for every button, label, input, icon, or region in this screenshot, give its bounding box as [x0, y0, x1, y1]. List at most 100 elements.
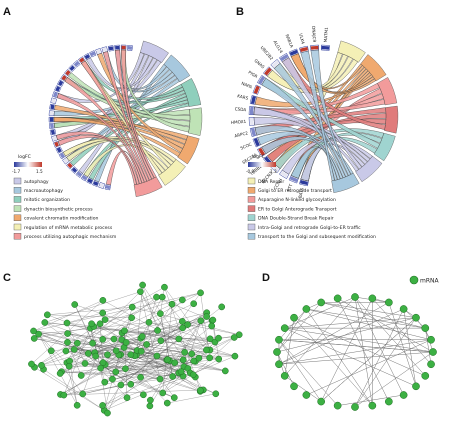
network-node [127, 380, 135, 388]
network-node [164, 356, 171, 363]
network-node [99, 359, 107, 366]
network-edge [47, 306, 133, 315]
logfc-tile [84, 54, 90, 60]
network-edge [63, 389, 204, 396]
legend-swatch [13, 232, 22, 240]
network-edge [276, 308, 307, 353]
logfc-tile [81, 175, 88, 181]
network-edge [320, 298, 373, 402]
network-edge [284, 327, 417, 387]
network-node [168, 300, 176, 308]
legend-swatch [13, 196, 22, 203]
network-node [71, 301, 79, 308]
network-edge [102, 362, 201, 392]
network-node [157, 337, 165, 345]
logfc-tile [49, 117, 54, 122]
network-edge [34, 338, 191, 374]
network-edge [354, 296, 373, 406]
panel-a-chord-diagram [48, 40, 203, 197]
network-node [70, 346, 78, 353]
legend-entry: transport to the Golgi and subsequent mo… [258, 234, 376, 240]
network-node [203, 313, 211, 320]
logfc-tile [289, 49, 298, 56]
gene-label: PIGR [247, 70, 258, 79]
network-node [188, 350, 196, 358]
network-edge [95, 355, 226, 372]
network-edge [284, 296, 356, 377]
logfc-tile [250, 128, 256, 137]
panel-b-legend: logFC -0.9 1.3 DNA Repair Golgi to ER ret… [246, 154, 376, 240]
network-edge [284, 317, 417, 329]
network-node [302, 391, 311, 399]
network-edge [278, 339, 322, 402]
network-edge [278, 308, 404, 365]
legend-swatch [13, 214, 22, 222]
logfc-tile [108, 46, 114, 51]
network-node [177, 368, 185, 375]
network-node [99, 309, 107, 317]
network-node [122, 339, 130, 346]
network-node [273, 348, 281, 356]
chord-ribbon [62, 138, 166, 174]
network-edge [81, 336, 143, 376]
network-edge [44, 322, 216, 343]
network-edge [278, 339, 434, 353]
network-edge [148, 322, 183, 329]
legend-entry: mitotic organization [24, 197, 70, 203]
network-node [215, 355, 223, 363]
network-edge [388, 302, 417, 387]
panel-b-logfc-title: logFC [252, 154, 265, 160]
network-node [399, 305, 408, 313]
network-node [128, 314, 135, 322]
network-node [35, 330, 42, 338]
panel-b-chord-diagram: BAT5PTTCCNHBECN2TUBB2ASEC23ASCOCARPC2HMO… [231, 26, 399, 199]
network-edge [74, 304, 104, 363]
legend-entry: dynactin biosynthetic process [24, 206, 93, 212]
panel-a-logfc-title: logFC [18, 154, 31, 160]
network-node [30, 335, 38, 342]
chord-ribbon [261, 77, 346, 179]
network-node [368, 401, 377, 410]
gene-label: GNAS [253, 58, 266, 70]
network-node [153, 293, 160, 301]
network-node [88, 320, 95, 328]
network-node [62, 347, 70, 355]
network-node [157, 310, 164, 317]
network-edge [200, 292, 210, 358]
panel-b-logfc-gradient [248, 162, 276, 167]
network-node [41, 319, 49, 326]
legend-swatch [247, 205, 256, 212]
logfc-tile [56, 147, 62, 153]
network-edge [65, 350, 175, 398]
network-node [427, 360, 435, 369]
network-node [109, 375, 116, 383]
network-edge [136, 285, 143, 356]
logfc-tile [253, 138, 260, 147]
network-node [181, 348, 188, 356]
legend-entry: Golgi to ER retrograde transport [258, 188, 332, 194]
network-node [317, 298, 326, 307]
network-node [63, 319, 71, 327]
network-node [138, 333, 146, 340]
network-node [143, 341, 150, 348]
panel-b-logfc-min: -0.9 [246, 169, 255, 174]
logfc-tile [71, 167, 78, 173]
logfc-tile [87, 178, 93, 184]
network-edge [67, 333, 226, 372]
logfc-tile [115, 45, 120, 50]
network-edge [99, 323, 122, 340]
network-node [64, 338, 71, 346]
network-node [302, 305, 311, 313]
legend-swatch [247, 177, 256, 185]
network-node [399, 391, 408, 399]
network-node [170, 394, 178, 402]
network-edge [115, 358, 219, 373]
network-node [112, 347, 120, 355]
network-edge [60, 296, 157, 374]
network-node [145, 319, 153, 326]
network-node [189, 371, 197, 379]
gene-label: ARPC2 [234, 130, 249, 138]
network-node [317, 397, 326, 406]
panel-c-label: C [3, 272, 11, 284]
logfc-tile [299, 180, 308, 186]
